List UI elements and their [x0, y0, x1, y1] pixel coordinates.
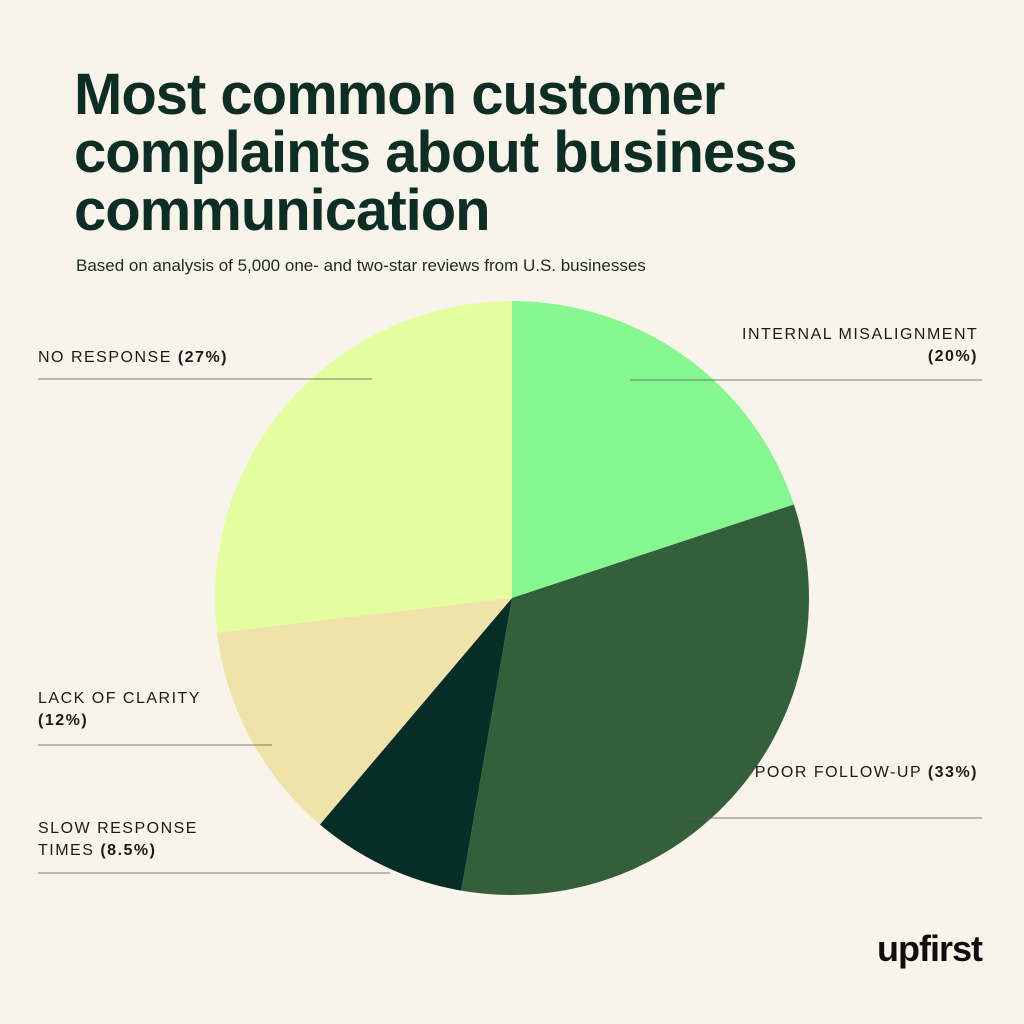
slice-label: SLOW RESPONSE TIMES (8.5%) [38, 818, 238, 862]
brand-logo: upfirst [877, 928, 983, 969]
category-label: POOR FOLLOW-UP [754, 764, 922, 781]
value-label: (33%) [927, 764, 978, 781]
slice-label: INTERNAL MISALIGNMENT (20%) [718, 324, 978, 368]
value-label: (8.5%) [100, 842, 157, 859]
value-label: (27%) [177, 349, 228, 366]
category-label: INTERNAL MISALIGNMENT [742, 326, 978, 343]
pie-slice [214, 301, 512, 633]
value-label: (12%) [38, 712, 89, 729]
value-label: (20%) [927, 348, 978, 365]
chart-title: Most common customer complaints about bu… [74, 62, 798, 243]
pie-slice [461, 504, 809, 895]
pie-slice [512, 301, 794, 598]
category-label: SLOW RESPONSE TIMES [38, 820, 198, 859]
category-label: LACK OF CLARITY [38, 690, 201, 707]
slice-label: LACK OF CLARITY (12%) [38, 688, 208, 732]
pie-slice [319, 598, 512, 891]
slice-label: NO RESPONSE (27%) [38, 347, 338, 369]
pie-slice [217, 598, 512, 825]
slice-label: POOR FOLLOW-UP (33%) [718, 762, 978, 784]
chart-subtitle: Based on analysis of 5,000 one- and two-… [76, 256, 646, 275]
category-label: NO RESPONSE [38, 349, 172, 366]
